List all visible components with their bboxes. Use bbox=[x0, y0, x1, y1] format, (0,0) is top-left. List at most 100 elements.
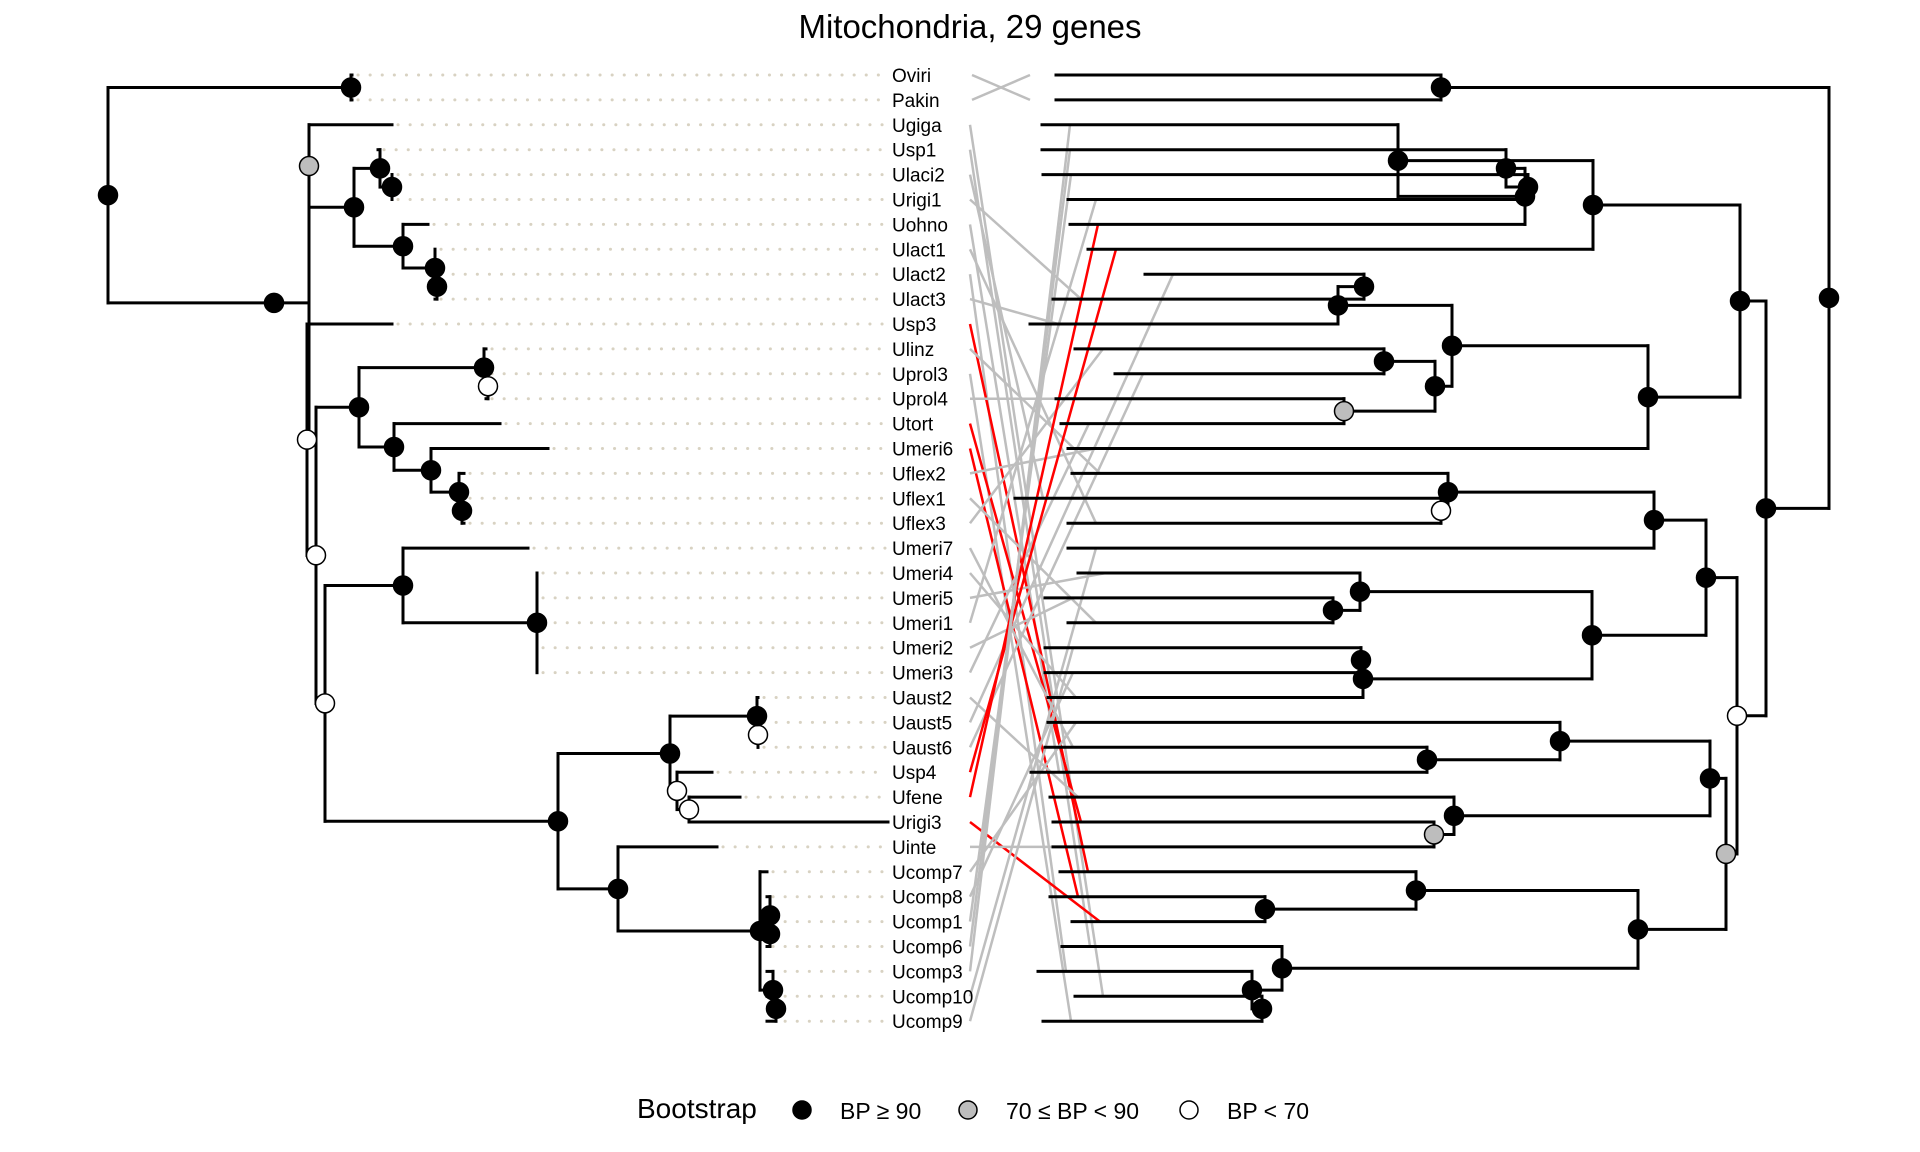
right-node-r28 bbox=[1443, 805, 1465, 827]
left-node-root bbox=[97, 184, 119, 206]
left-node-b3 bbox=[473, 357, 495, 378]
right-node-r31 bbox=[1405, 880, 1427, 901]
link-umeri5 bbox=[969, 571, 1107, 600]
tip-label-umeri1: Umeri1 bbox=[892, 614, 953, 635]
tip-label-uaust5: Uaust5 bbox=[892, 713, 952, 734]
link-ulact2 bbox=[968, 274, 1068, 972]
link-utort bbox=[968, 423, 1083, 823]
legend-swatch-low bbox=[1179, 1100, 1199, 1120]
right-node-r32 bbox=[1254, 898, 1276, 920]
legend-swatch-high bbox=[792, 1100, 812, 1120]
right-node-r4 bbox=[1514, 186, 1536, 207]
right-node-r22 bbox=[1352, 668, 1374, 690]
tip-label-uprol4: Uprol4 bbox=[892, 390, 948, 411]
left-node-a3 bbox=[369, 158, 391, 179]
tip-label-ucomp3: Ucomp3 bbox=[892, 962, 963, 983]
tip-label-ulact1: Ulact1 bbox=[892, 240, 946, 261]
left-node-b13 bbox=[659, 743, 681, 764]
tip-label-uaust2: Uaust2 bbox=[892, 689, 952, 710]
legend-label-high: BP ≥ 90 bbox=[840, 1098, 921, 1124]
tip-label-umeri6: Umeri6 bbox=[892, 440, 953, 461]
tip-leader-lines bbox=[356, 73, 888, 1023]
right-node-r33 bbox=[1271, 958, 1293, 979]
right-node-r35 bbox=[1251, 998, 1273, 1019]
left-node-b23 bbox=[765, 998, 787, 1019]
right-node-r15 bbox=[1695, 567, 1717, 588]
left-node-a6 bbox=[424, 257, 446, 279]
left-node-gB bbox=[296, 429, 318, 450]
right-node-r9 bbox=[1327, 295, 1349, 316]
right-node-r1 bbox=[1729, 290, 1751, 312]
right-node-r12 bbox=[1373, 351, 1395, 372]
left-node-b22 bbox=[762, 979, 784, 1001]
tip-label-umeri4: Umeri4 bbox=[892, 564, 954, 585]
tip-label-uinte: Uinte bbox=[892, 838, 936, 859]
right-node-r13 bbox=[1333, 400, 1355, 422]
link-ulact1 bbox=[968, 248, 1098, 524]
chart-title: Mitochondria, 29 genes bbox=[798, 8, 1141, 45]
link-ucomp9 bbox=[968, 647, 1075, 1022]
link-uflex1 bbox=[969, 497, 1097, 624]
link-urigi3 bbox=[969, 821, 1101, 923]
left-node-b12 bbox=[547, 810, 569, 832]
link-ulact3 bbox=[969, 297, 1059, 326]
tip-label-umeri3: Umeri3 bbox=[892, 664, 953, 685]
legend-swatch-mid bbox=[958, 1100, 978, 1120]
legend-label-mid: 70 ≤ BP < 90 bbox=[1006, 1098, 1139, 1124]
left-node-b16 bbox=[666, 780, 688, 802]
right-node-r7 bbox=[1637, 386, 1659, 408]
right-node-out bbox=[1430, 77, 1452, 98]
right-node-r23 bbox=[1350, 649, 1372, 671]
tip-label-usp4: Usp4 bbox=[892, 763, 937, 784]
left-node-a5 bbox=[392, 235, 414, 257]
tip-label-uaust6: Uaust6 bbox=[892, 738, 952, 759]
tip-label-ucomp6: Ucomp6 bbox=[892, 938, 963, 959]
link-ugiga bbox=[968, 124, 1105, 997]
legend-title: Bootstrap bbox=[637, 1093, 757, 1124]
link-uaust6 bbox=[968, 373, 1145, 748]
left-node-b2 bbox=[348, 397, 370, 418]
tip-label-ulaci2: Ulaci2 bbox=[892, 166, 945, 187]
left-node-a2 bbox=[343, 197, 365, 218]
right-tree bbox=[1013, 73, 1840, 1023]
left-node-b17 bbox=[678, 799, 700, 820]
tip-labels: Oviri Pakin Ugiga Usp1 Ulaci2 Urigi1 Uohno Ulac… bbox=[892, 66, 973, 1033]
tip-label-uohno: Uohno bbox=[892, 215, 948, 236]
right-node-r27 bbox=[1416, 749, 1438, 770]
right-node-r16 bbox=[1643, 509, 1665, 531]
link-umeri3 bbox=[968, 423, 1091, 674]
left-tree bbox=[97, 73, 890, 1023]
right-node-r34 bbox=[1241, 979, 1263, 1001]
left-node-a7 bbox=[426, 276, 448, 297]
left-node-b18 bbox=[607, 878, 629, 900]
right-node-r20 bbox=[1349, 581, 1371, 602]
tip-label-urigi3: Urigi3 bbox=[892, 813, 942, 834]
left-node-b19 bbox=[749, 920, 771, 942]
tip-label-uprol3: Uprol3 bbox=[892, 365, 948, 386]
right-node-r21 bbox=[1322, 600, 1344, 621]
tip-label-uflex3: Uflex3 bbox=[892, 514, 946, 535]
legend-label-low: BP < 70 bbox=[1227, 1098, 1309, 1124]
right-node-r17 bbox=[1437, 481, 1459, 503]
tip-label-ufene: Ufene bbox=[892, 788, 943, 809]
left-node-b1 bbox=[305, 545, 327, 566]
left-node-b20 bbox=[759, 905, 781, 926]
right-node-ing bbox=[1755, 498, 1777, 519]
right-node-root bbox=[1818, 287, 1840, 309]
right-node-r18 bbox=[1430, 500, 1452, 521]
left-node-a1 bbox=[298, 155, 320, 177]
tip-label-ucomp10: Ucomp10 bbox=[892, 987, 973, 1008]
tip-label-usp1: Usp1 bbox=[892, 141, 936, 162]
right-node-r26 bbox=[1549, 730, 1571, 752]
left-node-b14 bbox=[746, 705, 768, 727]
left-node-b7 bbox=[448, 481, 470, 503]
left-node-b6 bbox=[420, 460, 442, 481]
tip-label-ucomp7: Ucomp7 bbox=[892, 863, 963, 884]
tip-label-ucomp1: Ucomp1 bbox=[892, 913, 963, 934]
left-node-b10 bbox=[392, 575, 414, 596]
tip-label-ucomp9: Ucomp9 bbox=[892, 1012, 963, 1033]
left-node-a4 bbox=[381, 176, 403, 198]
tip-label-umeri7: Umeri7 bbox=[892, 539, 953, 560]
tip-label-umeri2: Umeri2 bbox=[892, 639, 953, 660]
